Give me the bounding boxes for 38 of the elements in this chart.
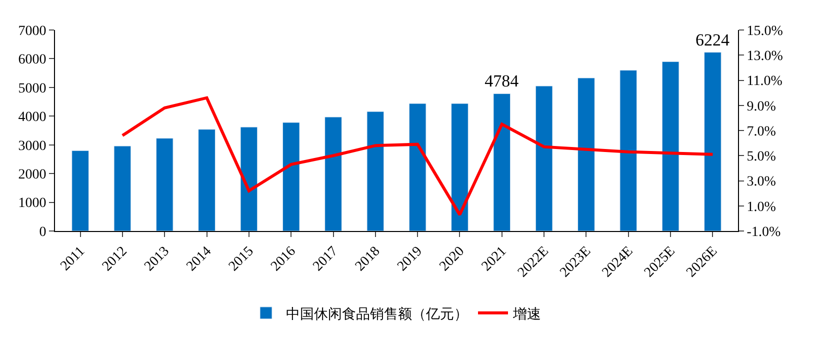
bar bbox=[704, 52, 722, 231]
y-tick-label: 1000 bbox=[18, 196, 46, 212]
bar bbox=[662, 61, 680, 231]
bar bbox=[72, 150, 89, 231]
y-tick-label: 7000 bbox=[18, 24, 46, 39]
bar bbox=[578, 78, 595, 231]
y-tick-label: 2000 bbox=[18, 167, 46, 182]
bar bbox=[282, 122, 300, 231]
bar bbox=[451, 103, 468, 231]
bar bbox=[620, 70, 638, 231]
y-tick-label: 5000 bbox=[18, 81, 46, 96]
y-tick-label: 6000 bbox=[18, 52, 46, 68]
bar bbox=[535, 86, 553, 231]
legend-label: 中国休闲食品销售额（亿元） bbox=[286, 306, 468, 322]
y2-tick-label: 7.0% bbox=[746, 124, 776, 140]
y2-tick-label: 5.0% bbox=[746, 150, 776, 165]
y2-tick-label: -1.0% bbox=[746, 224, 781, 240]
bar bbox=[156, 138, 174, 231]
bar bbox=[493, 93, 511, 231]
y2-tick-label: 9.0% bbox=[746, 99, 776, 114]
legend-label: 增速 bbox=[512, 306, 541, 322]
y2-tick-label: 1.0% bbox=[746, 200, 776, 215]
bar bbox=[408, 103, 426, 231]
bar bbox=[366, 111, 384, 231]
bar bbox=[114, 146, 132, 231]
line-series bbox=[120, 96, 714, 216]
y2-tick-label: 15.0% bbox=[746, 24, 784, 39]
y-tick-label: 0 bbox=[39, 224, 46, 240]
bar bbox=[240, 126, 258, 231]
data-label: 6224 bbox=[695, 30, 730, 50]
y2-tick-label: 11.0% bbox=[746, 74, 783, 90]
y2-tick-label: 3.0% bbox=[746, 174, 776, 190]
y2-tick-label: 13.0% bbox=[746, 49, 784, 64]
y-tick-label: 3000 bbox=[18, 138, 46, 154]
y-tick-label: 4000 bbox=[18, 110, 46, 126]
data-label: 4784 bbox=[484, 72, 520, 91]
bar bbox=[198, 129, 216, 231]
bar bbox=[324, 116, 342, 231]
